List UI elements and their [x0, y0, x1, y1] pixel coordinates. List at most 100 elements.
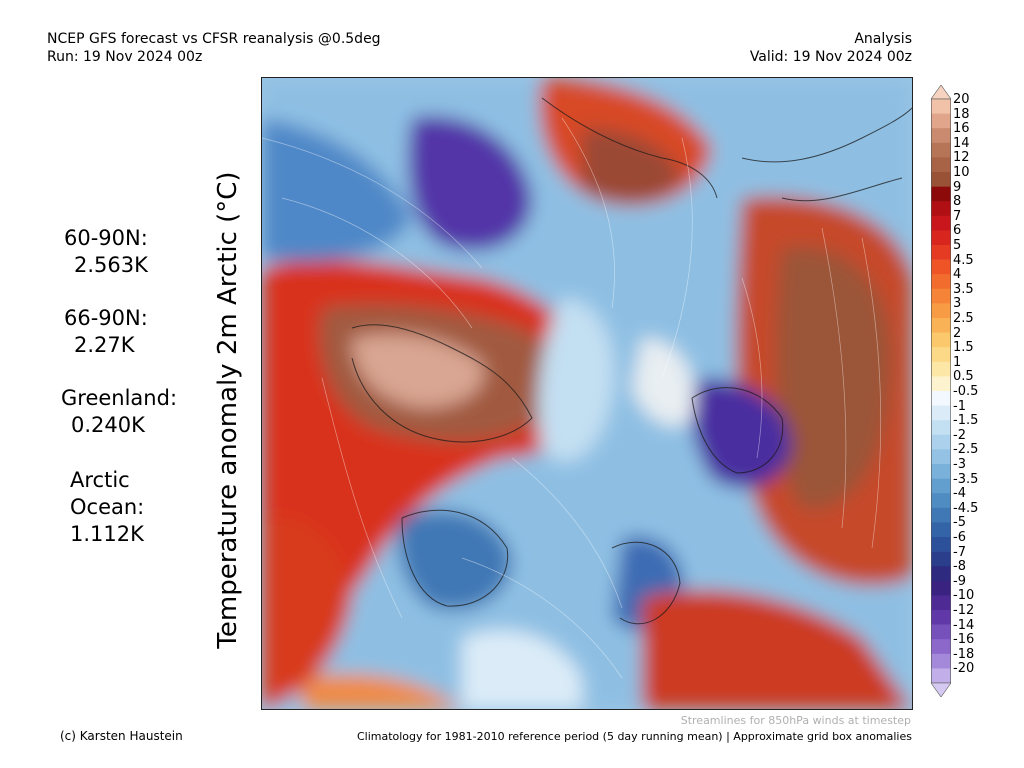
header-left: NCEP GFS forecast vs CFSR reanalysis @0.… — [47, 30, 381, 66]
stat-value: 2.27K — [74, 333, 135, 357]
colorbar-tick-label: 16 — [953, 121, 970, 137]
stat-value: 2.563K — [74, 253, 148, 277]
colorbar-tick-label: 3 — [953, 296, 962, 312]
run-label: Run: 19 Nov 2024 00z — [47, 49, 203, 65]
colorbar-tick-label: 4 — [953, 267, 962, 283]
colorbar-segment — [931, 274, 951, 290]
colorbar-tick-label: 3.5 — [953, 281, 974, 297]
climatology-note: Climatology for 1981-2010 reference peri… — [356, 730, 912, 743]
colorbar-segment — [931, 99, 951, 114]
colorbar-tick-label: 20 — [953, 92, 970, 107]
colorbar-segment — [931, 537, 951, 552]
colorbar-segment — [931, 420, 951, 436]
colorbar-segment — [931, 449, 951, 465]
stat-value: 1.112K — [70, 522, 144, 546]
colorbar-tick-label: 1.5 — [953, 340, 974, 356]
colorbar-segment — [931, 332, 951, 348]
colorbar-tick-label: 18 — [953, 106, 970, 122]
colorbar-tick-label: 2.5 — [953, 311, 974, 326]
colorbar-segment — [931, 566, 951, 582]
stat-66-90n: 66-90N: 2.27K — [64, 305, 148, 359]
anomaly-field — [262, 78, 912, 709]
valid-label: Valid: 19 Nov 2024 00z — [749, 49, 912, 65]
colorbar-bottom-arrow — [931, 682, 951, 697]
vertical-title: Temperature anomaly 2m Arctic (°C) — [213, 171, 243, 649]
colorbar-segment — [931, 522, 951, 538]
credit: (c) Karsten Haustein — [60, 729, 183, 743]
colorbar-segment — [931, 245, 951, 260]
colorbar-tick-label: -1 — [953, 398, 966, 414]
header-right: Analysis Valid: 19 Nov 2024 00z — [750, 30, 912, 66]
colorbar-tick-label: -16 — [953, 632, 975, 648]
colorbar-segment — [931, 610, 951, 625]
colorbar-segment — [931, 493, 951, 509]
colorbar-segment — [931, 361, 951, 377]
colorbar-segment — [931, 157, 951, 173]
analysis-label: Analysis — [854, 31, 912, 47]
colorbar-segment — [931, 391, 951, 406]
colorbar-segment — [931, 639, 951, 655]
colorbar-segment — [931, 551, 951, 567]
colorbar-segment — [931, 478, 951, 494]
colorbar-tick-label: 9 — [953, 179, 962, 195]
colorbar-tick-label: 8 — [953, 194, 962, 210]
colorbar-tick-label: -5 — [953, 515, 966, 531]
colorbar-segment — [931, 303, 951, 319]
colorbar-segment — [931, 653, 951, 669]
colorbar-tick-label: -8 — [953, 559, 966, 575]
stat-label-line2: Ocean: — [70, 495, 145, 519]
colorbar-segment — [931, 128, 951, 144]
colorbar-tick-label: -2.5 — [953, 442, 979, 458]
colorbar-tick-label: -18 — [953, 646, 975, 662]
colorbar-tick-label: -9 — [953, 573, 966, 589]
colorbar-tick-label: 12 — [953, 150, 970, 166]
colorbar-segment — [931, 434, 951, 450]
colorbar-tick-label: 2 — [953, 325, 962, 341]
colorbar-tick-label: 10 — [953, 165, 970, 180]
colorbar-segment — [931, 580, 951, 596]
colorbar-tick-label: -20 — [953, 661, 975, 677]
colorbar-segment — [931, 113, 951, 129]
colorbar-tick-label: -3.5 — [953, 471, 979, 487]
model-title: NCEP GFS forecast vs CFSR reanalysis @0.… — [47, 31, 381, 47]
colorbar-segment — [931, 230, 951, 246]
colorbar-segment — [931, 668, 951, 684]
colorbar — [931, 85, 951, 697]
colorbar-segment — [931, 201, 951, 217]
stat-value: 0.240K — [71, 413, 145, 437]
stat-label: Greenland: — [61, 386, 178, 410]
colorbar-segment — [931, 318, 951, 333]
stat-label: 60-90N: — [64, 226, 148, 250]
colorbar-segment — [931, 507, 951, 523]
colorbar-segment — [931, 186, 951, 202]
colorbar-tick-label: -1.5 — [953, 413, 979, 429]
stat-label: 66-90N: — [64, 306, 148, 330]
colorbar-tick-label: -6 — [953, 530, 966, 545]
colorbar-segment — [931, 595, 951, 611]
anomaly-map — [261, 77, 913, 710]
colorbar-segment — [931, 288, 951, 304]
colorbar-segment — [931, 376, 951, 392]
colorbar-tick-label: 1 — [953, 354, 962, 370]
colorbar-tick-label: 5 — [953, 238, 962, 253]
colorbar-tick-label: 6 — [953, 223, 962, 239]
colorbar-tick-label: -3 — [953, 457, 966, 472]
colorbar-tick-label: -10 — [953, 588, 975, 604]
stat-60-90n: 60-90N: 2.563K — [64, 225, 148, 279]
colorbar-segment — [931, 142, 951, 158]
colorbar-segment — [931, 464, 951, 479]
streamline-note: Streamlines for 850hPa winds at timestep — [680, 714, 911, 727]
colorbar-tick-label: 0.5 — [953, 369, 974, 385]
colorbar-tick-label: 7 — [953, 208, 962, 224]
colorbar-tick-label: -14 — [953, 617, 975, 633]
colorbar-tick-label: -4.5 — [953, 500, 979, 516]
stat-arctic-ocean: Arctic Ocean: 1.112K — [70, 467, 144, 548]
wind-streamlines — [262, 117, 882, 679]
colorbar-top-arrow — [931, 85, 951, 100]
coastlines — [351, 97, 912, 625]
colorbar-tick-label: -12 — [953, 603, 975, 618]
colorbar-segment — [931, 405, 951, 421]
colorbar-tick-label: 4.5 — [953, 252, 974, 268]
colorbar-tick-label: -4 — [953, 486, 966, 502]
stat-greenland: Greenland: 0.240K — [61, 385, 177, 439]
